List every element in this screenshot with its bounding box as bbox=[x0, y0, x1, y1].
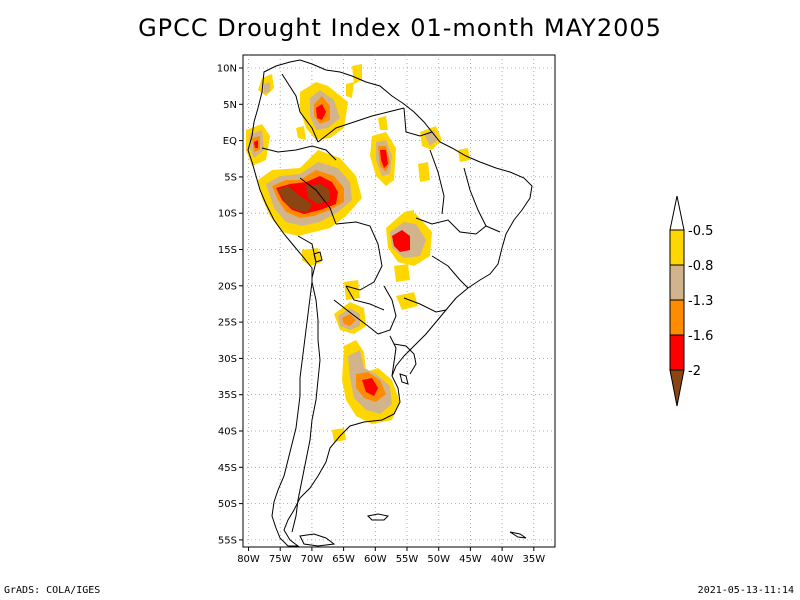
border-peru-bolivia bbox=[297, 235, 317, 279]
border-peru-brazil bbox=[299, 177, 337, 225]
lake-titicaca bbox=[313, 251, 323, 263]
border-guianas bbox=[403, 107, 433, 137]
drought-region-pampas bbox=[332, 340, 400, 442]
border-argentina-paraguay bbox=[333, 299, 379, 335]
lon-tick-label: 55W bbox=[396, 554, 419, 565]
legend-swatch-yellow bbox=[669, 229, 685, 266]
lon-tick-label: 50W bbox=[427, 554, 450, 565]
legend-label: -2 bbox=[688, 364, 701, 379]
drought-region-pantanal bbox=[344, 280, 418, 310]
drought-region-paraguay bbox=[334, 302, 366, 334]
longitude-axis: 80W 75W 70W 65W 60W 55W 50W 45W 40W 35W bbox=[237, 547, 545, 565]
lat-tick-label: EQ bbox=[223, 136, 237, 147]
legend-label: -1.3 bbox=[688, 294, 713, 309]
footer-timestamp: 2021-05-13-11:14 bbox=[697, 585, 794, 596]
border-bolivia-brazil bbox=[335, 221, 383, 291]
border-colombia-venezuela bbox=[281, 73, 319, 143]
border-colombia-peru bbox=[261, 145, 337, 161]
legend-swatch-tan bbox=[669, 264, 685, 301]
lon-tick-label: 60W bbox=[364, 554, 387, 565]
border-brazil-states-2 bbox=[429, 149, 445, 215]
lon-tick-label: 40W bbox=[491, 554, 514, 565]
border-bolivia-paraguay bbox=[345, 285, 385, 311]
border-venezuela-brazil bbox=[317, 107, 405, 143]
border-brazil-uruguay bbox=[393, 343, 417, 375]
latitude-axis: 10N 5N EQ 5S 10S 15S 20S 25S 30S 35S 40S 45S 50S 55S bbox=[217, 64, 243, 546]
island-tierra-del-fuego bbox=[299, 533, 336, 547]
lat-tick-label: 5N bbox=[223, 100, 237, 111]
border-paraguay-brazil bbox=[377, 285, 397, 335]
lat-tick-label: 20S bbox=[218, 281, 237, 292]
footer-credit: GrADS: COLA/IGES bbox=[4, 585, 101, 596]
lat-tick-label: 35S bbox=[218, 390, 237, 401]
lon-tick-label: 70W bbox=[301, 554, 324, 565]
island-falklands bbox=[366, 513, 390, 521]
lat-tick-label: 40S bbox=[218, 427, 237, 438]
lon-tick-label: 65W bbox=[332, 554, 355, 565]
drought-region-venezuela bbox=[296, 64, 362, 140]
lat-tick-label: 50S bbox=[218, 499, 237, 510]
lagoon-patos bbox=[399, 373, 409, 385]
lat-tick-label: 10S bbox=[218, 209, 237, 220]
legend-arrow-top bbox=[669, 195, 685, 231]
border-brazil-states-3 bbox=[463, 167, 487, 227]
lat-tick-label: 15S bbox=[218, 245, 237, 256]
legend-swatch-orange bbox=[669, 299, 685, 336]
lon-tick-label: 35W bbox=[522, 554, 545, 565]
lat-tick-label: 10N bbox=[217, 64, 237, 75]
drought-region-mato-grosso bbox=[386, 210, 432, 282]
continent-outline bbox=[247, 59, 533, 547]
legend-swatch-red bbox=[669, 334, 685, 371]
lat-tick-label: 45S bbox=[218, 463, 237, 474]
drought-region-amazon-west bbox=[258, 150, 362, 266]
drought-region-amazon-central bbox=[370, 116, 430, 186]
island-south-georgia bbox=[509, 531, 527, 539]
border-brazil-states-4 bbox=[431, 255, 469, 289]
border-argentina-uruguay bbox=[389, 335, 397, 377]
legend-arrow-bottom bbox=[669, 369, 685, 407]
lat-tick-label: 55S bbox=[218, 535, 237, 546]
drought-shading bbox=[246, 64, 470, 442]
map-title: GPCC Drought Index 01-month MAY2005 bbox=[138, 14, 662, 42]
lon-tick-label: 75W bbox=[269, 554, 292, 565]
lat-tick-label: 25S bbox=[218, 318, 237, 329]
lat-tick-label: 5S bbox=[224, 172, 237, 183]
lon-tick-label: 45W bbox=[459, 554, 482, 565]
legend-colorbar: -0.5 -0.8 -1.3 -1.6 -2 bbox=[669, 195, 713, 407]
lon-tick-label: 80W bbox=[237, 554, 260, 565]
legend-label: -0.5 bbox=[688, 224, 713, 239]
lat-tick-label: 30S bbox=[218, 354, 237, 365]
border-argentina-chile bbox=[291, 281, 321, 533]
legend-label: -1.6 bbox=[688, 329, 713, 344]
border-brazil-states-5 bbox=[403, 297, 447, 313]
legend-label: -0.8 bbox=[688, 259, 713, 274]
